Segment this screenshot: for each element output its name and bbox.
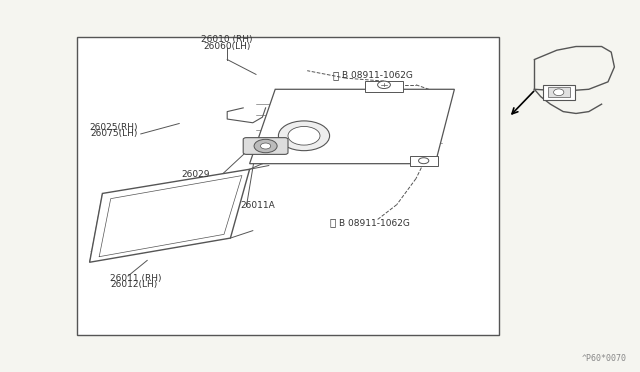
FancyBboxPatch shape	[243, 138, 288, 154]
Circle shape	[260, 143, 271, 149]
Text: 26010 (RH): 26010 (RH)	[202, 35, 253, 44]
Text: B 08911-1062G: B 08911-1062G	[339, 219, 410, 228]
Circle shape	[419, 158, 429, 164]
Polygon shape	[90, 169, 250, 262]
Text: Ⓑ: Ⓑ	[330, 218, 336, 227]
Text: Ⓑ: Ⓑ	[333, 70, 339, 80]
Bar	[410, 156, 438, 166]
Bar	[77, 37, 499, 335]
Text: 26011A: 26011A	[240, 201, 275, 210]
Text: B 08911-1062G: B 08911-1062G	[342, 71, 413, 80]
Circle shape	[378, 81, 390, 89]
Text: ^P60*0070: ^P60*0070	[582, 354, 627, 363]
Polygon shape	[250, 89, 454, 164]
Text: 26012(LH): 26012(LH)	[110, 280, 157, 289]
Circle shape	[288, 126, 320, 145]
Bar	[548, 87, 570, 97]
Circle shape	[254, 140, 277, 153]
Text: 26075(LH): 26075(LH)	[90, 129, 138, 138]
Text: 26060(LH): 26060(LH)	[204, 42, 251, 51]
Ellipse shape	[554, 89, 564, 96]
Bar	[365, 81, 403, 92]
Bar	[543, 85, 575, 100]
Text: 26029: 26029	[181, 170, 210, 179]
Text: 26025(RH): 26025(RH)	[89, 123, 138, 132]
Circle shape	[278, 121, 330, 151]
Text: 26011 (RH): 26011 (RH)	[110, 274, 161, 283]
